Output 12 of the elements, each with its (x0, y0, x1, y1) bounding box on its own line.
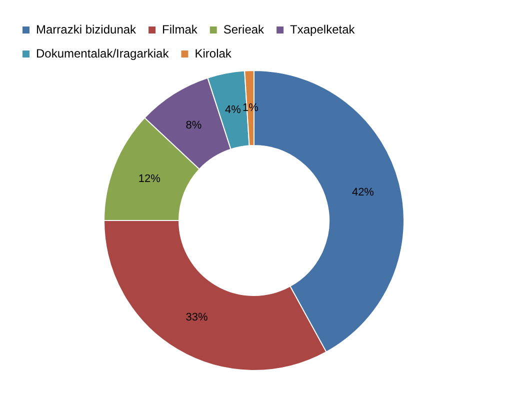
data-label: 8% (186, 120, 202, 132)
legend-label: Kirolak (194, 46, 232, 60)
legend-label: Dokumentalak/Iragarkiak (36, 46, 170, 60)
legend-label: Marrazki bizidunak (36, 22, 138, 36)
data-label: 33% (186, 311, 208, 324)
legend-label: Txapelketak (290, 22, 356, 36)
legend-label: Serieak (223, 22, 266, 36)
data-label: 42% (352, 186, 374, 199)
data-label: 4% (224, 104, 242, 116)
data-label: 12% (138, 173, 161, 186)
legend-label: Filmak (162, 22, 198, 36)
data-label: 1% (242, 102, 259, 114)
